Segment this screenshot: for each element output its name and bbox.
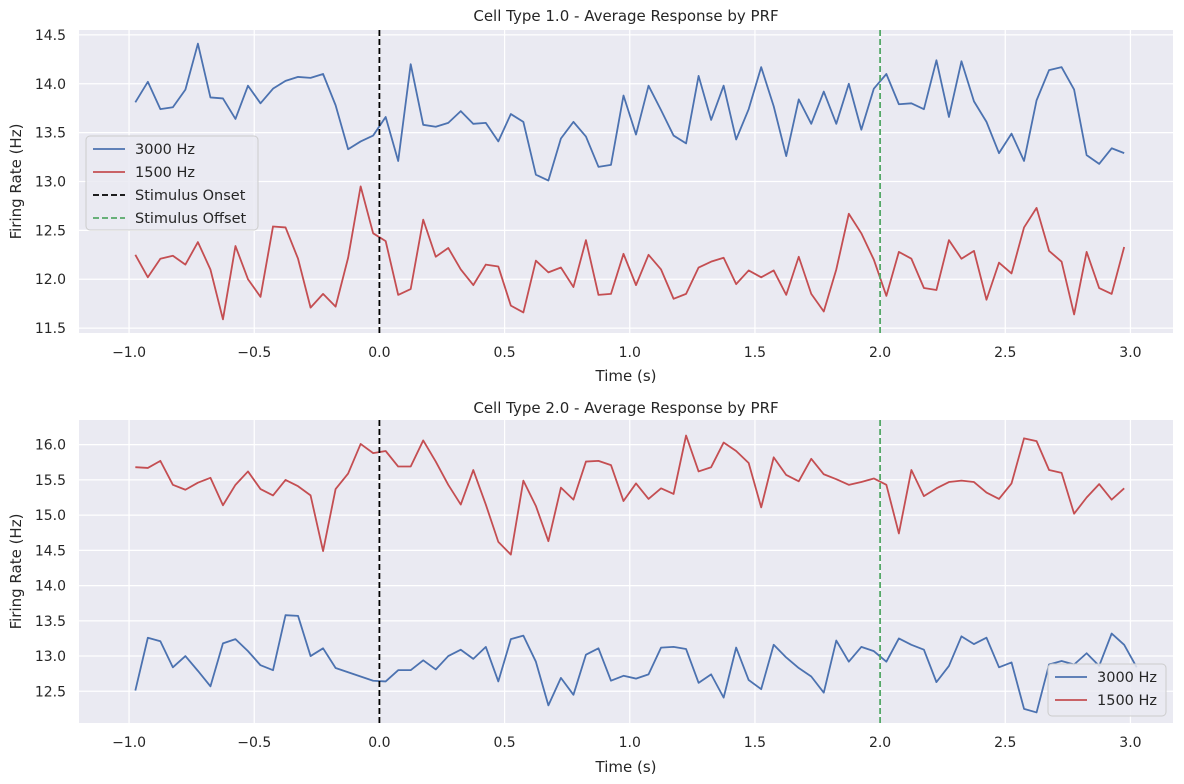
x-tick-label: 3.0 — [1119, 345, 1141, 361]
x-tick-label: 1.0 — [619, 345, 641, 361]
y-tick-label: 15.0 — [35, 508, 66, 524]
y-tick-label: 12.5 — [35, 684, 66, 700]
x-tick-label: 1.5 — [744, 345, 766, 361]
y-tick-label: 15.5 — [35, 473, 66, 489]
legend-entry-label: Stimulus Onset — [135, 188, 246, 204]
chart-title: Cell Type 2.0 - Average Response by PRF — [473, 399, 778, 417]
legend-entry-label: 3000 Hz — [135, 142, 195, 158]
x-tick-label: 2.0 — [869, 345, 891, 361]
legend: 3000 Hz 1500 Hz Stimulus Onset Stimulus Off… — [85, 135, 259, 231]
legend-entry-label: 1500 Hz — [1097, 693, 1157, 709]
series-line-3000-hz — [134, 614, 1138, 714]
chart-panel-1: −1.0 −0.5 0.0 0.5 1.0 1.5 2.0 2.5 3.0 11.5 12.0 12.… — [7, 7, 1173, 385]
chart-panel-2: −1.0 −0.5 0.0 0.5 1.0 1.5 2.0 2.5 3.0 12.5 13.0 13.… — [7, 399, 1173, 776]
x-tick-label: 2.5 — [994, 735, 1016, 751]
x-axis-label: Time (s) — [595, 758, 657, 776]
x-tick-label: 2.0 — [869, 735, 891, 751]
x-tick-label: 0.5 — [493, 345, 515, 361]
y-tick-label: 13.5 — [35, 614, 66, 630]
series-line-1500-hz — [134, 185, 1126, 321]
x-tick-label: 0.5 — [493, 735, 515, 751]
x-tick-label: −0.5 — [237, 735, 271, 751]
legend-entry-label: 3000 Hz — [1097, 670, 1157, 686]
x-tick-label: 2.5 — [994, 345, 1016, 361]
x-tick-label: 1.0 — [619, 735, 641, 751]
y-tick-label: 13.0 — [35, 649, 66, 665]
y-tick-label: 13.5 — [35, 126, 66, 142]
x-tick-label: −1.0 — [112, 345, 146, 361]
chart-title: Cell Type 1.0 - Average Response by PRF — [473, 7, 778, 25]
x-tick-label: −1.0 — [112, 735, 146, 751]
y-tick-label: 12.0 — [35, 272, 66, 288]
x-tick-label: 1.5 — [744, 735, 766, 751]
legend-entry-label: 1500 Hz — [135, 165, 195, 181]
y-tick-label: 14.5 — [35, 28, 66, 44]
y-tick-label: 13.0 — [35, 175, 66, 191]
legend-entry-label: Stimulus Offset — [135, 211, 246, 227]
plot-background — [79, 420, 1173, 723]
legend-box — [85, 135, 259, 231]
y-tick-label: 14.0 — [35, 579, 66, 595]
x-tick-label: −0.5 — [237, 345, 271, 361]
y-tick-label: 16.0 — [35, 438, 66, 454]
y-axis-label: Firing Rate (Hz) — [7, 514, 25, 630]
y-tick-label: 14.0 — [35, 77, 66, 93]
y-tick-label: 12.5 — [35, 223, 66, 239]
legend: 3000 Hz 1500 Hz — [1047, 663, 1167, 717]
y-axis-label: Firing Rate (Hz) — [7, 124, 25, 240]
x-tick-label: 0.0 — [368, 735, 390, 751]
series-line-3000-hz — [134, 42, 1125, 182]
x-tick-label: 0.0 — [368, 345, 390, 361]
series-line-1500-hz — [135, 434, 1125, 556]
x-tick-label: 3.0 — [1119, 735, 1141, 751]
y-tick-label: 11.5 — [35, 321, 66, 337]
x-axis-label: Time (s) — [595, 367, 657, 385]
y-tick-label: 14.5 — [35, 543, 66, 559]
